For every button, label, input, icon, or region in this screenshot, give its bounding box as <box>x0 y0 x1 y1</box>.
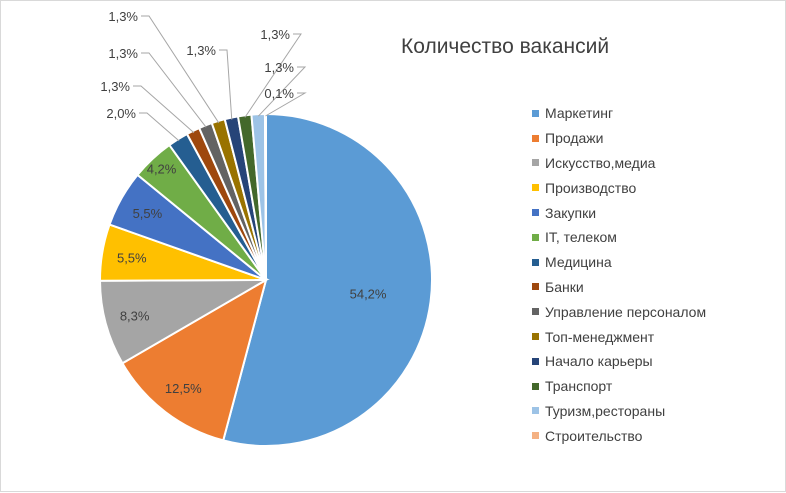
legend-label: Маркетинг <box>545 105 614 122</box>
pie-slice-продажи <box>121 277 268 442</box>
leader-line-топ-менеджмент <box>141 15 220 124</box>
legend-item-маркетинг: Маркетинг <box>532 101 782 126</box>
legend-swatch <box>532 382 539 390</box>
pie-slice-искусство-медиа <box>98 278 270 365</box>
legend-label: Управление персоналом <box>545 303 707 320</box>
legend-label: IT, телеком <box>545 229 617 246</box>
legend-swatch <box>532 209 539 217</box>
data-label-туризм-рестораны: 1,3% <box>264 60 294 75</box>
legend-swatch <box>532 134 539 142</box>
legend-label: Продажи <box>545 130 604 147</box>
data-label-продажи: 12,5% <box>165 381 202 396</box>
legend-item-управление-персоналом: Управление персоналом <box>532 299 782 324</box>
data-label-закупки: 5,5% <box>133 206 163 221</box>
legend-label: Банки <box>545 278 584 295</box>
legend-item-продажи: Продажи <box>532 126 782 151</box>
legend-swatch <box>532 258 539 266</box>
legend-label: Начало карьеры <box>545 353 653 370</box>
leader-line-управление-персоналом <box>141 52 207 128</box>
data-label-топ-менеджмент: 1,3% <box>108 9 138 24</box>
data-label-маркетинг: 54,2% <box>350 286 387 301</box>
data-label-строительство: 0,1% <box>264 86 294 101</box>
pie-slice-маркетинг <box>222 112 433 447</box>
legend-label: Искусство,медиа <box>545 154 656 171</box>
legend-swatch <box>532 308 539 316</box>
legend-swatch <box>532 233 539 241</box>
legend: Маркетинг Продажи Искусство,медиа Производс… <box>532 101 782 448</box>
legend-label: Производство <box>545 179 637 196</box>
legend-swatch <box>532 357 539 365</box>
legend-item-топ-менеджмент: Топ-менеджмент <box>532 324 782 349</box>
legend-swatch <box>532 184 539 192</box>
legend-label: Медицина <box>545 254 612 271</box>
legend-label: Закупки <box>545 204 597 221</box>
legend-swatch <box>532 407 539 415</box>
legend-item-начало-карьеры: Начало карьеры <box>532 349 782 374</box>
legend-label: Топ-менеджмент <box>545 328 655 345</box>
data-label-медицина: 2,0% <box>106 106 136 121</box>
data-label-банки: 1,3% <box>100 79 130 94</box>
data-label-управление-персоналом: 1,3% <box>108 46 138 61</box>
legend-swatch <box>532 283 539 291</box>
legend-item-транспорт: Транспорт <box>532 374 782 399</box>
pie-slice-строительство <box>263 112 267 281</box>
legend-swatch <box>532 333 539 341</box>
legend-label: Транспорт <box>545 378 613 395</box>
data-label-it-телеком: 4,2% <box>147 162 177 177</box>
legend-swatch <box>532 109 539 117</box>
leader-line-транспорт <box>244 33 302 118</box>
data-label-транспорт: 1,3% <box>260 27 290 42</box>
leader-line-банки <box>133 85 195 134</box>
leader-line-строительство <box>265 92 307 117</box>
legend-item-туризм-рестораны: Туризм,рестораны <box>532 399 782 424</box>
legend-item-it-телеком: IT, телеком <box>532 225 782 250</box>
leader-line-туризм-рестораны <box>257 66 307 117</box>
legend-item-закупки: Закупки <box>532 200 782 225</box>
legend-label: Туризм,рестораны <box>545 402 666 419</box>
legend-item-производство: Производство <box>532 175 782 200</box>
legend-swatch <box>532 432 539 440</box>
legend-item-строительство: Строительство <box>532 423 782 448</box>
data-label-начало-карьеры: 1,3% <box>186 43 216 58</box>
legend-item-банки: Банки <box>532 275 782 300</box>
leader-line-начало-карьеры <box>219 49 233 120</box>
leader-line-медицина <box>139 112 180 142</box>
legend-swatch <box>532 159 539 167</box>
legend-item-искусство-медиа: Искусство,медиа <box>532 151 782 176</box>
data-label-искусство-медиа: 8,3% <box>120 309 150 324</box>
legend-label: Строительство <box>545 427 643 444</box>
legend-item-медицина: Медицина <box>532 250 782 275</box>
data-label-производство: 5,5% <box>117 250 147 265</box>
chart-title: Количество вакансий <box>401 35 610 58</box>
